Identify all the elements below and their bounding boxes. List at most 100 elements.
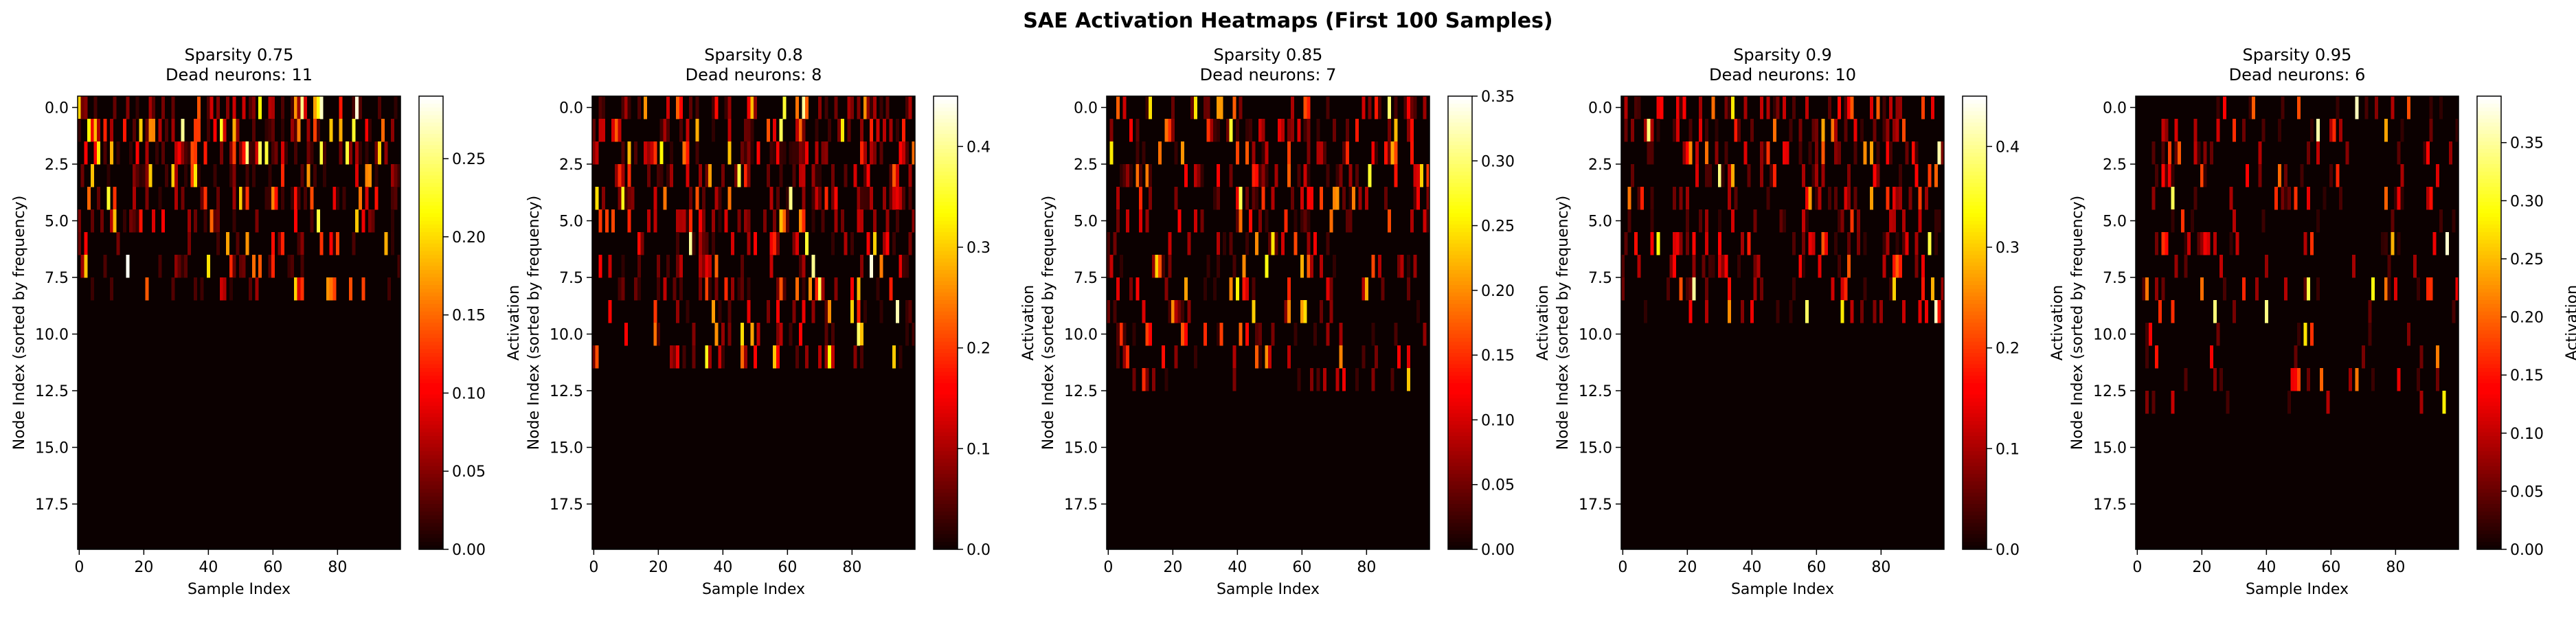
colorbar-segment [419,243,443,248]
y-tick-label: 17.5 [550,496,583,514]
y-tick-label: 2.5 [559,157,583,174]
heatmap-cell [245,232,249,255]
heatmap-cell [2329,164,2333,187]
heatmap-cell [905,141,909,165]
heatmap-cell [653,141,657,165]
heatmap-cell [171,277,175,301]
heatmap-cell [1265,345,1269,369]
heatmap-cell [866,187,870,210]
heatmap-cell [1145,368,1149,391]
colorbar-segment [419,111,443,116]
heatmap-cell [90,164,94,187]
heatmap-cell [705,232,709,255]
colorbar-label: Activation [506,285,523,360]
heatmap-cell [743,209,747,233]
colorbar-segment [419,451,443,456]
colorbar-segment [2477,281,2501,286]
heatmap-cell [1204,96,1207,119]
heatmap-cell [2406,323,2410,346]
colorbar-segment [934,459,958,464]
colorbar-segment [2477,345,2501,350]
heatmap-cell [374,141,379,165]
heatmap-cell [1686,209,1689,233]
heatmap-cell [1766,187,1770,210]
heatmap-cell [1255,323,1259,346]
heatmap-cell [1413,255,1417,278]
heatmap-cell [310,141,314,165]
heatmap-cell [2265,300,2268,323]
colorbar-segment [2477,349,2501,354]
heatmap-cell [278,232,282,255]
heatmap-cell [689,187,692,210]
colorbar-segment [934,236,958,240]
heatmap-cell [1821,232,1825,255]
heatmap-cell [776,232,780,255]
heatmap-cell [866,232,870,255]
colorbar-label: Activation [2049,285,2066,360]
colorbar-segment [1963,255,1987,260]
heatmap-cell [912,323,916,346]
heatmap-cell [737,277,741,301]
colorbar-label: Activation [1020,285,1037,360]
heatmap-cell [152,96,156,119]
heatmap-cell [1834,232,1838,255]
heatmap-cell [682,141,686,165]
heatmap-cell [1197,164,1201,187]
colorbar-segment [934,527,958,531]
colorbar-segment [934,542,958,547]
heatmap-cell [1679,277,1683,301]
heatmap-cell [232,187,236,210]
colorbar-segment [934,300,958,305]
heatmap-cell [798,323,802,346]
heatmap-cell [1348,187,1353,210]
heatmap-cell [644,141,648,165]
heatmap-cell [598,255,602,278]
colorbar-segment [419,402,443,407]
heatmap-cell [2287,187,2291,210]
heatmap-cell [2300,164,2304,187]
colorbar-segment [1963,308,1987,312]
heatmap-cell [837,119,841,142]
heatmap-cell [689,96,692,119]
heatmap-cell [132,164,136,187]
heatmap-cell [78,96,81,119]
heatmap-cell [902,119,906,142]
heatmap-cell [1161,255,1165,278]
colorbar-segment [2477,137,2501,142]
heatmap-cell [798,209,802,233]
heatmap-cell [358,96,362,119]
heatmap-cell [378,96,382,119]
heatmap-cell [297,232,301,255]
colorbar-segment [2477,489,2501,494]
heatmap-cell [1245,277,1250,301]
heatmap-cell [103,119,107,142]
colorbar-tick-label: 0.25 [452,151,486,168]
colorbar-segment [1448,428,1472,433]
heatmap-cell [727,300,732,323]
heatmap-cell [860,345,864,369]
heatmap-cell [1122,96,1127,119]
heatmap-cell [1756,255,1761,278]
colorbar-segment [1963,293,1987,297]
heatmap-cell [113,187,117,210]
heatmap-cell [2171,164,2175,187]
heatmap-cell [714,255,719,278]
heatmap-cell [743,345,747,369]
colorbar-segment [419,326,443,331]
heatmap-cell [245,141,249,165]
colorbar-tick-label: 0.30 [2510,193,2544,210]
heatmap-cell [1624,232,1628,255]
heatmap-cell [718,345,722,369]
colorbar-segment [934,111,958,116]
heatmap-cell [245,164,249,187]
colorbar-segment [1448,209,1472,214]
heatmap-cell [293,119,297,142]
heatmap-cell [1650,141,1654,165]
heatmap-cell [1931,277,1935,301]
colorbar-segment [419,542,443,547]
colorbar-segment [419,300,443,305]
heatmap-cell [110,119,113,142]
heatmap-cell [1116,345,1120,369]
colorbar-segment [1448,285,1472,290]
heatmap-cell [1307,96,1311,119]
